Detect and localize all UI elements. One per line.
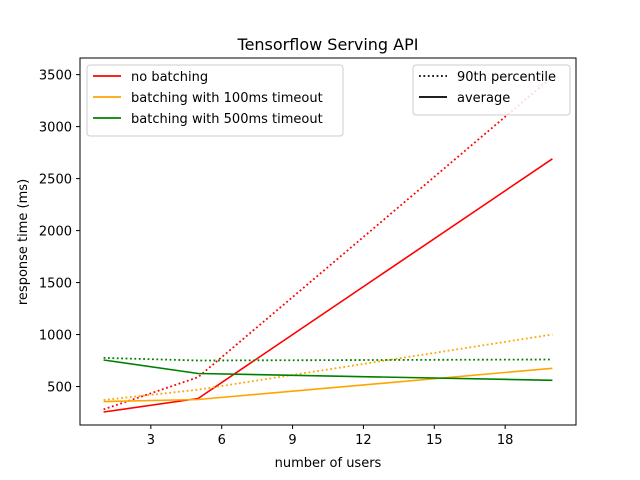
y-tick-label: 1000 [39, 329, 72, 344]
y-tick-label: 3500 [39, 69, 72, 84]
chart-title: Tensorflow Serving API [237, 35, 419, 54]
x-tick-label: 18 [497, 433, 514, 448]
x-axis-label: number of users [275, 456, 382, 471]
legend-label: 90th percentile [457, 70, 556, 85]
legend-series: no batching batching with 100ms timeout ba… [86, 64, 344, 137]
legend-label: batching with 100ms timeout [131, 91, 323, 106]
plot-frame [79, 57, 577, 426]
legend-box [412, 64, 571, 116]
axes: 3 6 9 12 15 18 500 1000 1500 2000 2500 3000 3500 [39, 57, 577, 448]
legend-label: batching with 500ms timeout [131, 112, 323, 127]
series-line-2 [103, 367, 553, 403]
x-tick-label: 3 [147, 433, 155, 448]
y-tick-label: 2500 [39, 173, 72, 188]
y-tick-label: 3000 [39, 121, 72, 136]
series-line-1 [103, 76, 553, 411]
legend-label: no batching [131, 70, 208, 85]
x-tick-label: 9 [288, 433, 296, 448]
y-axis-label: response time (ms) [16, 179, 31, 305]
series-line-4 [103, 359, 553, 382]
legend-box [86, 64, 344, 137]
y-tick-label: 1500 [39, 277, 72, 292]
x-tick-label: 12 [355, 433, 372, 448]
legend-style: 90th percentile average [412, 64, 571, 116]
x-tick-label: 6 [218, 433, 226, 448]
series-line-0 [103, 158, 553, 413]
series-line-5 [103, 357, 553, 362]
legend-label: average [457, 91, 510, 106]
x-tick-label: 15 [426, 433, 443, 448]
y-tick-label: 500 [47, 381, 72, 396]
plot-lines [103, 76, 553, 413]
series-line-3 [103, 333, 553, 401]
y-tick-label: 2000 [39, 225, 72, 240]
